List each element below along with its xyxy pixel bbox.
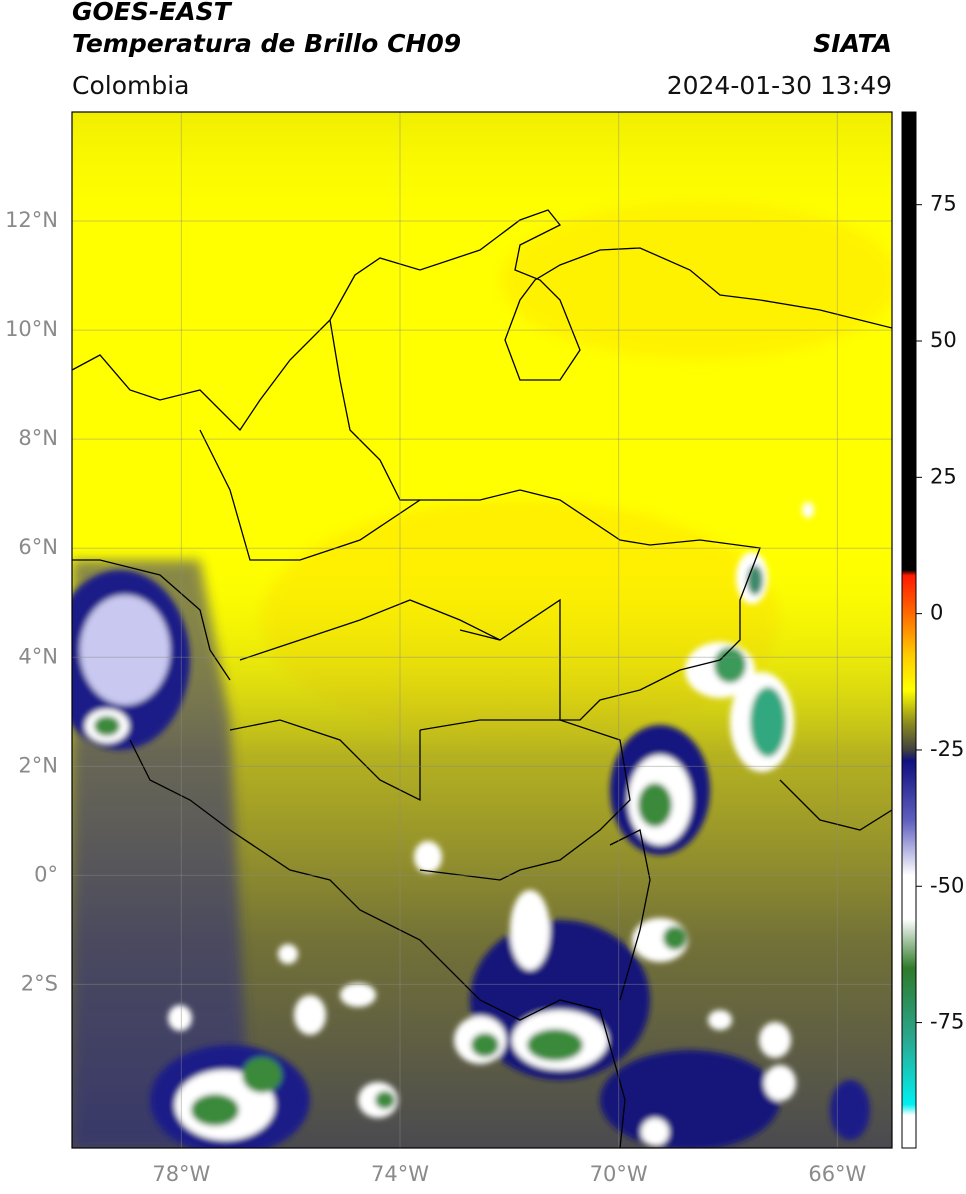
plot-frame: [71, 111, 893, 1149]
x-tick-label: 70°W: [590, 1162, 648, 1186]
y-tick-label: 10°N: [5, 317, 58, 341]
y-tick-label: 12°N: [5, 208, 58, 232]
colorbar-tick-label: -50: [930, 873, 964, 897]
y-tick-label: 4°N: [18, 644, 58, 668]
source: SIATA: [813, 29, 892, 58]
colorbar: [901, 111, 917, 1149]
datetime: 2024-01-30 13:49: [667, 71, 892, 100]
x-tick-label: 74°W: [371, 1162, 429, 1186]
colorbar-tick-label: -75: [930, 1010, 964, 1034]
subtitle: Temperatura de Brillo CH09: [72, 29, 461, 58]
y-tick-label: 6°N: [18, 535, 58, 559]
title: GOES-EAST: [72, 0, 233, 26]
y-tick-label: 8°N: [18, 426, 58, 450]
imagery: [72, 112, 892, 1148]
colorbar-tick-label: -25: [930, 737, 964, 761]
coastline: [72, 209, 892, 1148]
gridlines: [72, 112, 892, 1148]
clouds: [72, 502, 870, 1148]
y-tick-label: 2°S: [21, 971, 58, 995]
colorbar-tick-label: 75: [930, 192, 957, 216]
y-tick-label: 0°: [34, 862, 58, 886]
x-tick-label: 78°W: [152, 1162, 210, 1186]
y-tick-label: 2°N: [18, 753, 58, 777]
x-tick-label: 66°W: [808, 1162, 866, 1186]
colorbar-tick-label: 0: [930, 601, 943, 625]
colorbar-tick-label: 50: [930, 328, 957, 352]
colorbar-tick-label: 25: [930, 464, 957, 488]
region: Colombia: [72, 71, 189, 100]
